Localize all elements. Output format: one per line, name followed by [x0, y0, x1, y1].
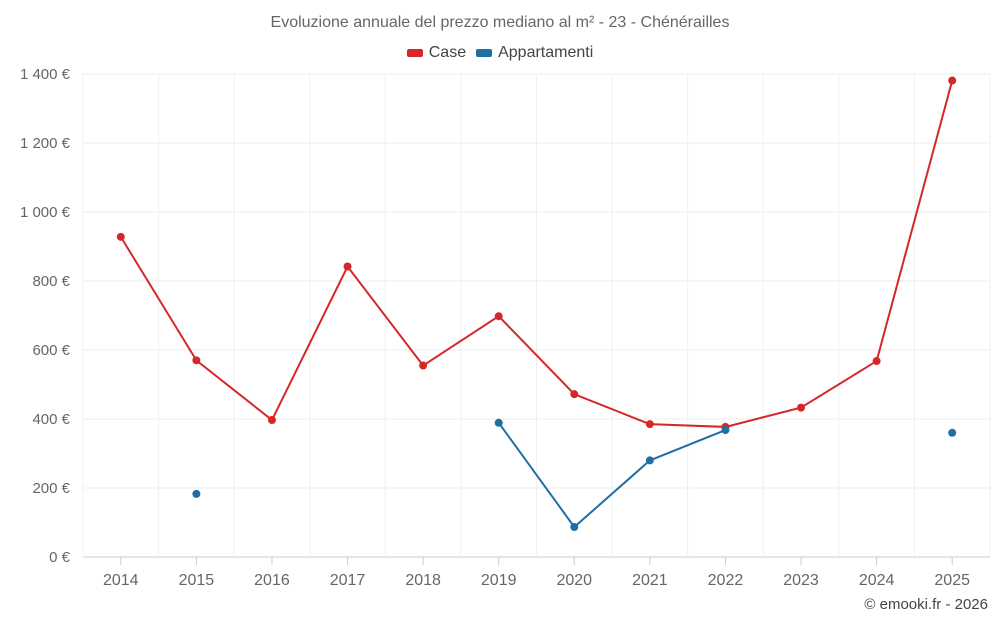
- y-tick-label: 200 €: [32, 480, 70, 497]
- data-point-case: [797, 403, 806, 412]
- x-tick-label: 2023: [783, 572, 819, 589]
- data-point-case: [192, 356, 201, 365]
- legend-label-appartamenti: Appartamenti: [498, 44, 594, 61]
- y-tick-label: 600 €: [32, 342, 70, 359]
- x-tick-label: 2021: [632, 572, 668, 589]
- legend-item-appartamenti[interactable]: Appartamenti: [476, 44, 593, 62]
- data-point-case: [645, 420, 654, 429]
- legend-swatch-case: [406, 49, 423, 57]
- x-tick-label: 2017: [330, 572, 366, 589]
- x-tick-label: 2015: [179, 572, 215, 589]
- data-point-appartamenti: [570, 522, 579, 531]
- legend-swatch-appartamenti: [476, 49, 493, 57]
- x-tick-label: 2024: [859, 572, 895, 589]
- series-line-case: [119, 80, 954, 428]
- data-point-case: [267, 416, 276, 425]
- x-tick-label: 2018: [405, 572, 441, 589]
- data-point-appartamenti: [645, 456, 654, 465]
- credit-text: © emooki.fr - 2026: [864, 596, 988, 613]
- x-tick-label: 2019: [481, 572, 517, 589]
- data-point-appartamenti: [494, 418, 503, 427]
- data-point-appartamenti: [721, 426, 730, 435]
- y-tick-label: 0 €: [49, 549, 71, 566]
- y-tick-label: 400 €: [32, 411, 70, 428]
- legend-item-case[interactable]: Case: [406, 44, 467, 62]
- chart-legend: Case Appartamenti: [0, 44, 1000, 62]
- chart-title: Evoluzione annuale del prezzo mediano al…: [270, 14, 730, 31]
- data-point-appartamenti: [192, 489, 201, 498]
- x-tick-label: 2022: [708, 572, 744, 589]
- data-point-case: [570, 390, 579, 399]
- data-point-case: [494, 312, 503, 321]
- y-tick-label: 1 000 €: [20, 204, 71, 221]
- data-point-case: [116, 232, 125, 241]
- x-tick-label: 2020: [556, 572, 592, 589]
- y-tick-label: 1 400 €: [20, 66, 71, 83]
- x-tick-label: 2016: [254, 572, 290, 589]
- legend-label-case: Case: [428, 44, 467, 61]
- x-tick-label: 2014: [103, 572, 139, 589]
- data-point-case: [419, 361, 428, 370]
- series-line-appartamenti: [497, 422, 726, 529]
- x-tick-label: 2025: [934, 572, 970, 589]
- y-tick-label: 1 200 €: [20, 135, 71, 152]
- data-point-case: [343, 262, 352, 271]
- data-point-appartamenti: [948, 428, 957, 437]
- y-tick-label: 800 €: [32, 273, 70, 290]
- data-point-case: [872, 357, 881, 366]
- data-point-case: [948, 76, 957, 85]
